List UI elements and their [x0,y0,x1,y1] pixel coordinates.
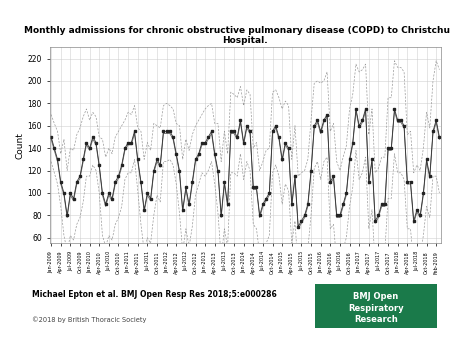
Text: ©2018 by British Thoracic Society: ©2018 by British Thoracic Society [32,316,146,323]
Y-axis label: Count: Count [16,132,25,159]
Title: Monthly admissions for chronic obstructive pulmonary disease (COPD) to Christchu: Monthly admissions for chronic obstructi… [24,26,450,45]
Text: Michael Epton et al. BMJ Open Resp Res 2018;5:e000286: Michael Epton et al. BMJ Open Resp Res 2… [32,290,276,299]
Text: BMJ Open: BMJ Open [353,292,398,301]
Text: Respiratory: Respiratory [348,304,404,313]
Text: Research: Research [354,315,398,324]
